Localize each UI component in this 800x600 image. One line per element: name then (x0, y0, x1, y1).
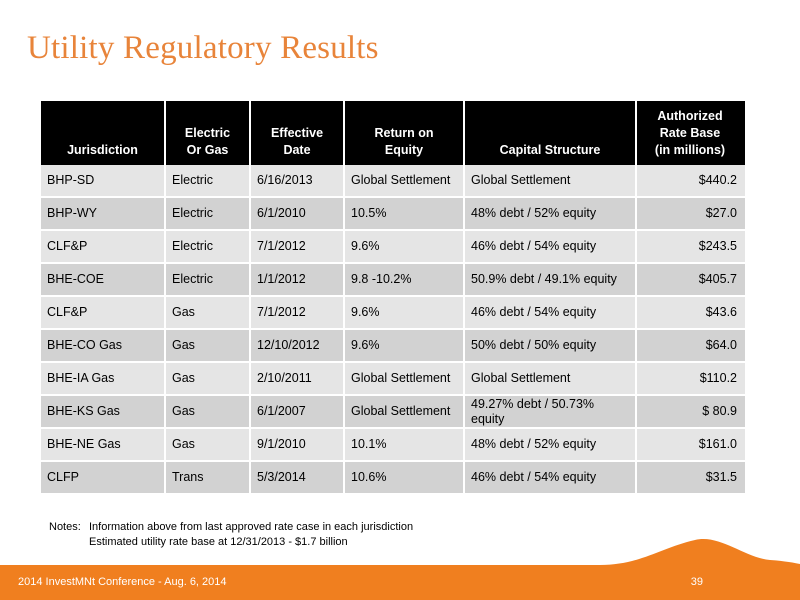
regulatory-results-table: Jurisdiction Electric Or Gas Effective Dat… (41, 101, 745, 495)
footer-wave-shape (0, 539, 800, 600)
cell-rate-base: $405.7 (636, 263, 745, 297)
table-row: CLF&P Gas 7/1/2012 9.6% 46% debt / 54% equit… (41, 296, 745, 330)
cell-return-on-equity: Global Settlement (344, 362, 465, 396)
cell-jurisdiction: BHP-SD (41, 165, 166, 198)
notes-label: Notes: (49, 521, 81, 533)
footer-bar (0, 539, 800, 600)
cell-type: Gas (165, 296, 251, 330)
cell-return-on-equity: 9.6% (344, 296, 465, 330)
page-title: Utility Regulatory Results (27, 30, 379, 66)
header-effective-date: Effective Date (250, 101, 345, 165)
table-row: BHE-IA Gas Gas 2/10/2011 Global Settlement G… (41, 362, 745, 396)
cell-capital-structure: 46% debt / 54% equity (464, 230, 637, 264)
table-row: BHP-WY Electric 6/1/2010 10.5% 48% debt / 52… (41, 197, 745, 231)
cell-capital-structure: 49.27% debt / 50.73% equity (464, 395, 637, 429)
cell-jurisdiction: CLF&P (41, 230, 166, 264)
cell-jurisdiction: BHP-WY (41, 197, 166, 231)
cell-rate-base: $161.0 (636, 428, 745, 462)
cell-effective-date: 2/10/2011 (250, 362, 345, 396)
cell-jurisdiction: CLFP (41, 461, 166, 495)
table-row: BHE-CO Gas Gas 12/10/2012 9.6% 50% debt / 50… (41, 329, 745, 363)
cell-effective-date: 9/1/2010 (250, 428, 345, 462)
cell-jurisdiction: BHE-IA Gas (41, 362, 166, 396)
cell-effective-date: 6/1/2010 (250, 197, 345, 231)
cell-capital-structure: Global Settlement (464, 165, 637, 198)
table-row: BHE-KS Gas Gas 6/1/2007 Global Settlement 49… (41, 395, 745, 429)
cell-effective-date: 1/1/2012 (250, 263, 345, 297)
cell-type: Electric (165, 263, 251, 297)
cell-type: Electric (165, 230, 251, 264)
cell-effective-date: 12/10/2012 (250, 329, 345, 363)
cell-effective-date: 7/1/2012 (250, 230, 345, 264)
cell-type: Gas (165, 395, 251, 429)
cell-return-on-equity: 10.1% (344, 428, 465, 462)
notes: Notes: Information above from last appro… (49, 520, 413, 550)
notes-line-2: Estimated utility rate base at 12/31/201… (89, 536, 348, 548)
notes-line-1: Information above from last approved rat… (89, 521, 414, 533)
cell-rate-base: $64.0 (636, 329, 745, 363)
cell-return-on-equity: 9.6% (344, 329, 465, 363)
page-number: 39 (690, 576, 703, 588)
header-jurisdiction: Jurisdiction (41, 101, 166, 165)
cell-capital-structure: 50% debt / 50% equity (464, 329, 637, 363)
footer-conference-text: 2014 InvestMNt Conference - Aug. 6, 2014 (18, 576, 227, 588)
cell-type: Gas (165, 428, 251, 462)
cell-type: Trans (165, 461, 251, 495)
cell-return-on-equity: Global Settlement (344, 165, 465, 198)
cell-type: Electric (165, 165, 251, 198)
table-row: CLF&P Electric 7/1/2012 9.6% 46% debt / 54% … (41, 230, 745, 264)
table-body: BHP-SD Electric 6/16/2013 Global Settlement… (41, 165, 745, 495)
header-authorized-rate-base: Authorized Rate Base (in millions) (636, 101, 745, 165)
cell-jurisdiction: BHE-CO Gas (41, 329, 166, 363)
cell-rate-base: $43.6 (636, 296, 745, 330)
cell-return-on-equity: 10.6% (344, 461, 465, 495)
cell-return-on-equity: 10.5% (344, 197, 465, 231)
cell-rate-base: $440.2 (636, 165, 745, 198)
cell-jurisdiction: CLF&P (41, 296, 166, 330)
cell-return-on-equity: Global Settlement (344, 395, 465, 429)
cell-type: Gas (165, 329, 251, 363)
header-electric-or-gas: Electric Or Gas (165, 101, 251, 165)
table-row: BHE-COE Electric 1/1/2012 9.8 -10.2% 50.9% d… (41, 263, 745, 297)
cell-capital-structure: 50.9% debt / 49.1% equity (464, 263, 637, 297)
cell-capital-structure: 46% debt / 54% equity (464, 296, 637, 330)
table-header-row: Jurisdiction Electric Or Gas Effective Dat… (41, 101, 745, 165)
cell-rate-base: $243.5 (636, 230, 745, 264)
cell-jurisdiction: BHE-NE Gas (41, 428, 166, 462)
cell-effective-date: 6/1/2007 (250, 395, 345, 429)
cell-return-on-equity: 9.6% (344, 230, 465, 264)
cell-jurisdiction: BHE-KS Gas (41, 395, 166, 429)
cell-return-on-equity: 9.8 -10.2% (344, 263, 465, 297)
cell-capital-structure: 46% debt / 54% equity (464, 461, 637, 495)
cell-rate-base: $27.0 (636, 197, 745, 231)
cell-type: Gas (165, 362, 251, 396)
cell-capital-structure: 48% debt / 52% equity (464, 197, 637, 231)
cell-type: Electric (165, 197, 251, 231)
cell-rate-base: $31.5 (636, 461, 745, 495)
header-return-on-equity: Return on Equity (344, 101, 465, 165)
table-row: BHP-SD Electric 6/16/2013 Global Settlement… (41, 165, 745, 198)
cell-capital-structure: Global Settlement (464, 362, 637, 396)
cell-rate-base: $110.2 (636, 362, 745, 396)
cell-effective-date: 7/1/2012 (250, 296, 345, 330)
cell-effective-date: 6/16/2013 (250, 165, 345, 198)
cell-effective-date: 5/3/2014 (250, 461, 345, 495)
header-capital-structure: Capital Structure (464, 101, 637, 165)
cell-capital-structure: 48% debt / 52% equity (464, 428, 637, 462)
table-row: BHE-NE Gas Gas 9/1/2010 10.1% 48% debt / 52%… (41, 428, 745, 462)
cell-jurisdiction: BHE-COE (41, 263, 166, 297)
table-row: CLFP Trans 5/3/2014 10.6% 46% debt / 54% equ… (41, 461, 745, 495)
cell-rate-base: $ 80.9 (636, 395, 745, 429)
